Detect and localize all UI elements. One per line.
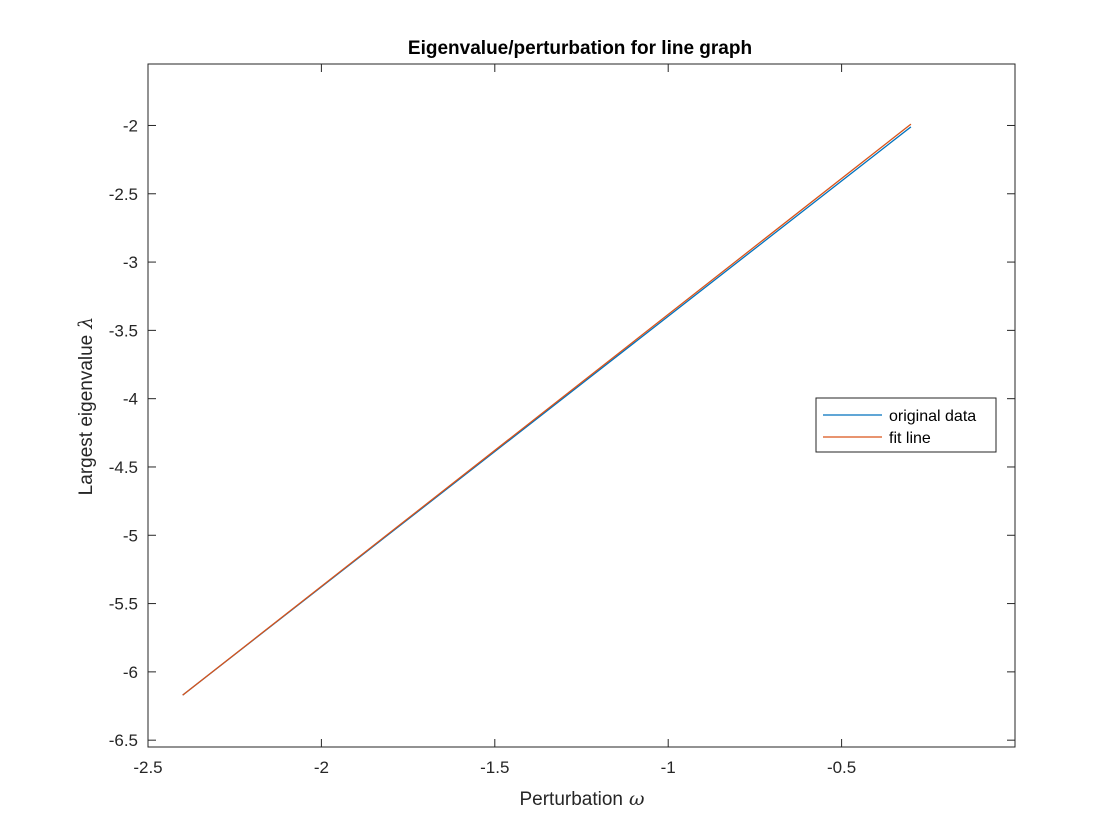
- x-tick-label: -1.5: [480, 758, 509, 777]
- y-tick-label: -6: [123, 663, 138, 682]
- series-line-fit-line: [182, 123, 912, 696]
- chart-title: Eigenvalue/perturbation for line graph: [408, 38, 752, 59]
- legend-label-fit-line: fit line: [889, 430, 931, 447]
- y-tick-label: -4: [123, 390, 138, 409]
- x-axis-label-symbol: ω: [629, 788, 645, 810]
- legend: original data fit line: [815, 397, 997, 453]
- y-tick-label: -5: [123, 526, 138, 545]
- y-axis-label-text: Largest eigenvalue: [76, 335, 97, 496]
- x-axis-label: Perturbation ω: [519, 788, 644, 810]
- y-tick-label: -2.5: [109, 185, 138, 204]
- y-axis-label: Largest eigenvalue λ: [75, 317, 97, 496]
- x-tick-label: -2.5: [133, 758, 162, 777]
- y-tick-label: -5.5: [109, 595, 138, 614]
- y-tick-label: -3.5: [109, 321, 138, 340]
- series-layer: [182, 123, 912, 696]
- legend-label-original-data: original data: [889, 408, 976, 425]
- y-tick-label: -3: [123, 253, 138, 272]
- y-tick-label: -4.5: [109, 458, 138, 477]
- y-axis-label-symbol: λ: [75, 317, 97, 330]
- x-tick-label: -0.5: [827, 758, 856, 777]
- legend-box: [815, 397, 997, 453]
- y-tick-label: -2: [123, 116, 138, 135]
- y-tick-label: -6.5: [109, 731, 138, 750]
- x-tick-label: -2: [314, 758, 329, 777]
- axis-ticks: -2.5 -2 -1.5 -1 -0.5 -6.5 -6 -5.5 -5 -4.5 -4 -3.5 -3…: [109, 64, 1015, 777]
- x-axis-label-text: Perturbation: [519, 789, 623, 810]
- x-tick-label: -1: [661, 758, 676, 777]
